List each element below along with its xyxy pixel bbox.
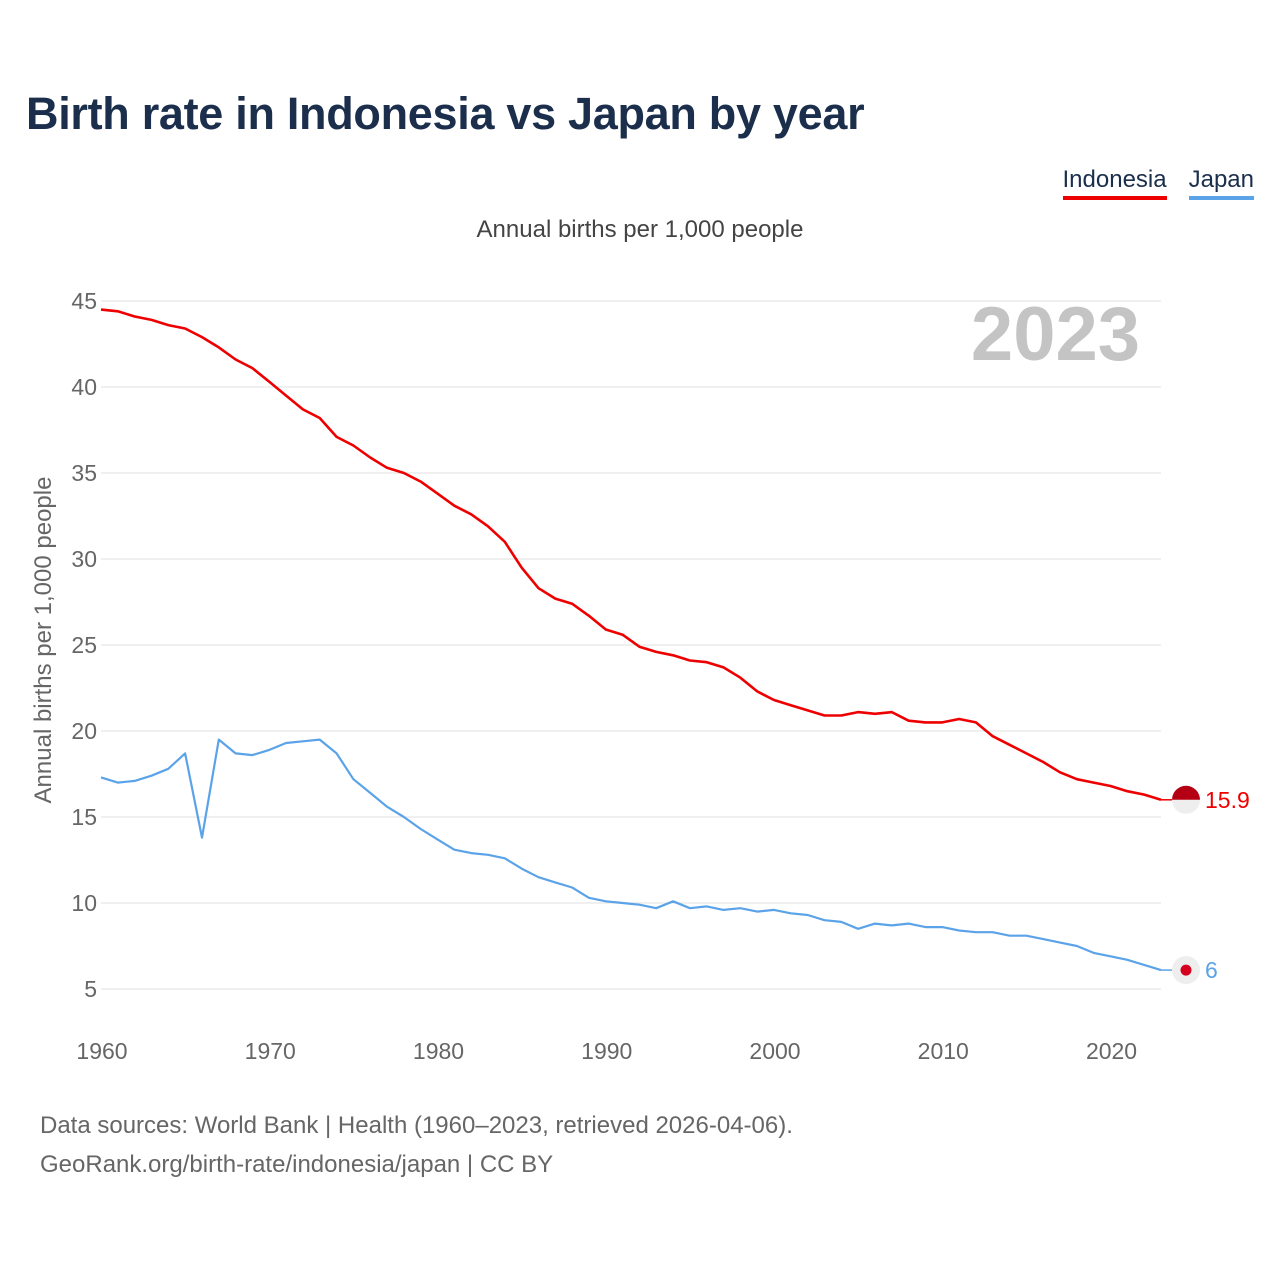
y-tick-label-30: 30 [71,546,97,572]
end-value-label-japan: 6 [1205,957,1218,983]
legend-item-japan[interactable]: Japan [1188,166,1254,200]
x-tick-label-2010: 2010 [918,1038,969,1064]
end-value-label-indonesia: 15.9 [1205,787,1250,813]
x-axis-ticks: 1960 1970 1980 1990 2000 2010 2020 [76,1038,1137,1064]
chart-subtitle: Annual births per 1,000 people [476,216,804,243]
x-tick-label-1960: 1960 [76,1038,127,1064]
flag-marker-indonesia [1172,785,1200,814]
chart-title: Birth rate in Indonesia vs Japan by year [26,88,865,139]
series-line-indonesia [100,308,1162,802]
footer-credit: GeoRank.org/birth-rate/indonesia/japan |… [40,1151,554,1178]
y-axis-label: Annual births per 1,000 people [30,477,57,804]
grid-lines [101,300,1161,990]
series-line-japan [100,738,1162,972]
y-axis-ticks: 5 10 15 20 25 30 35 40 45 [71,288,97,1002]
current-year-watermark: 2023 [971,292,1140,377]
x-tick-label-2020: 2020 [1086,1038,1137,1064]
flag-marker-japan [1172,956,1200,985]
y-tick-label-40: 40 [71,374,97,400]
y-tick-label-15: 15 [71,804,97,830]
y-tick-label-25: 25 [71,632,97,658]
flag-red-disc [1180,964,1192,976]
x-tick-label-1990: 1990 [581,1038,632,1064]
y-tick-label-5: 5 [84,976,97,1002]
x-tick-label-2000: 2000 [749,1038,800,1064]
y-tick-label-10: 10 [71,890,97,916]
series-end-markers: 15.96 [1161,785,1250,985]
y-tick-label-45: 45 [71,288,97,314]
legend: Indonesia Japan [1062,166,1254,200]
x-tick-label-1970: 1970 [245,1038,296,1064]
flag-top-red [1172,785,1200,800]
y-tick-label-35: 35 [71,460,97,486]
y-tick-label-20: 20 [71,718,97,744]
legend-item-indonesia[interactable]: Indonesia [1062,166,1167,200]
series-lines [100,308,1162,972]
footer-sources: Data sources: World Bank | Health (1960–… [40,1112,793,1139]
footer: Data sources: World Bank | Health (1960–… [40,1106,793,1184]
x-tick-label-1980: 1980 [413,1038,464,1064]
